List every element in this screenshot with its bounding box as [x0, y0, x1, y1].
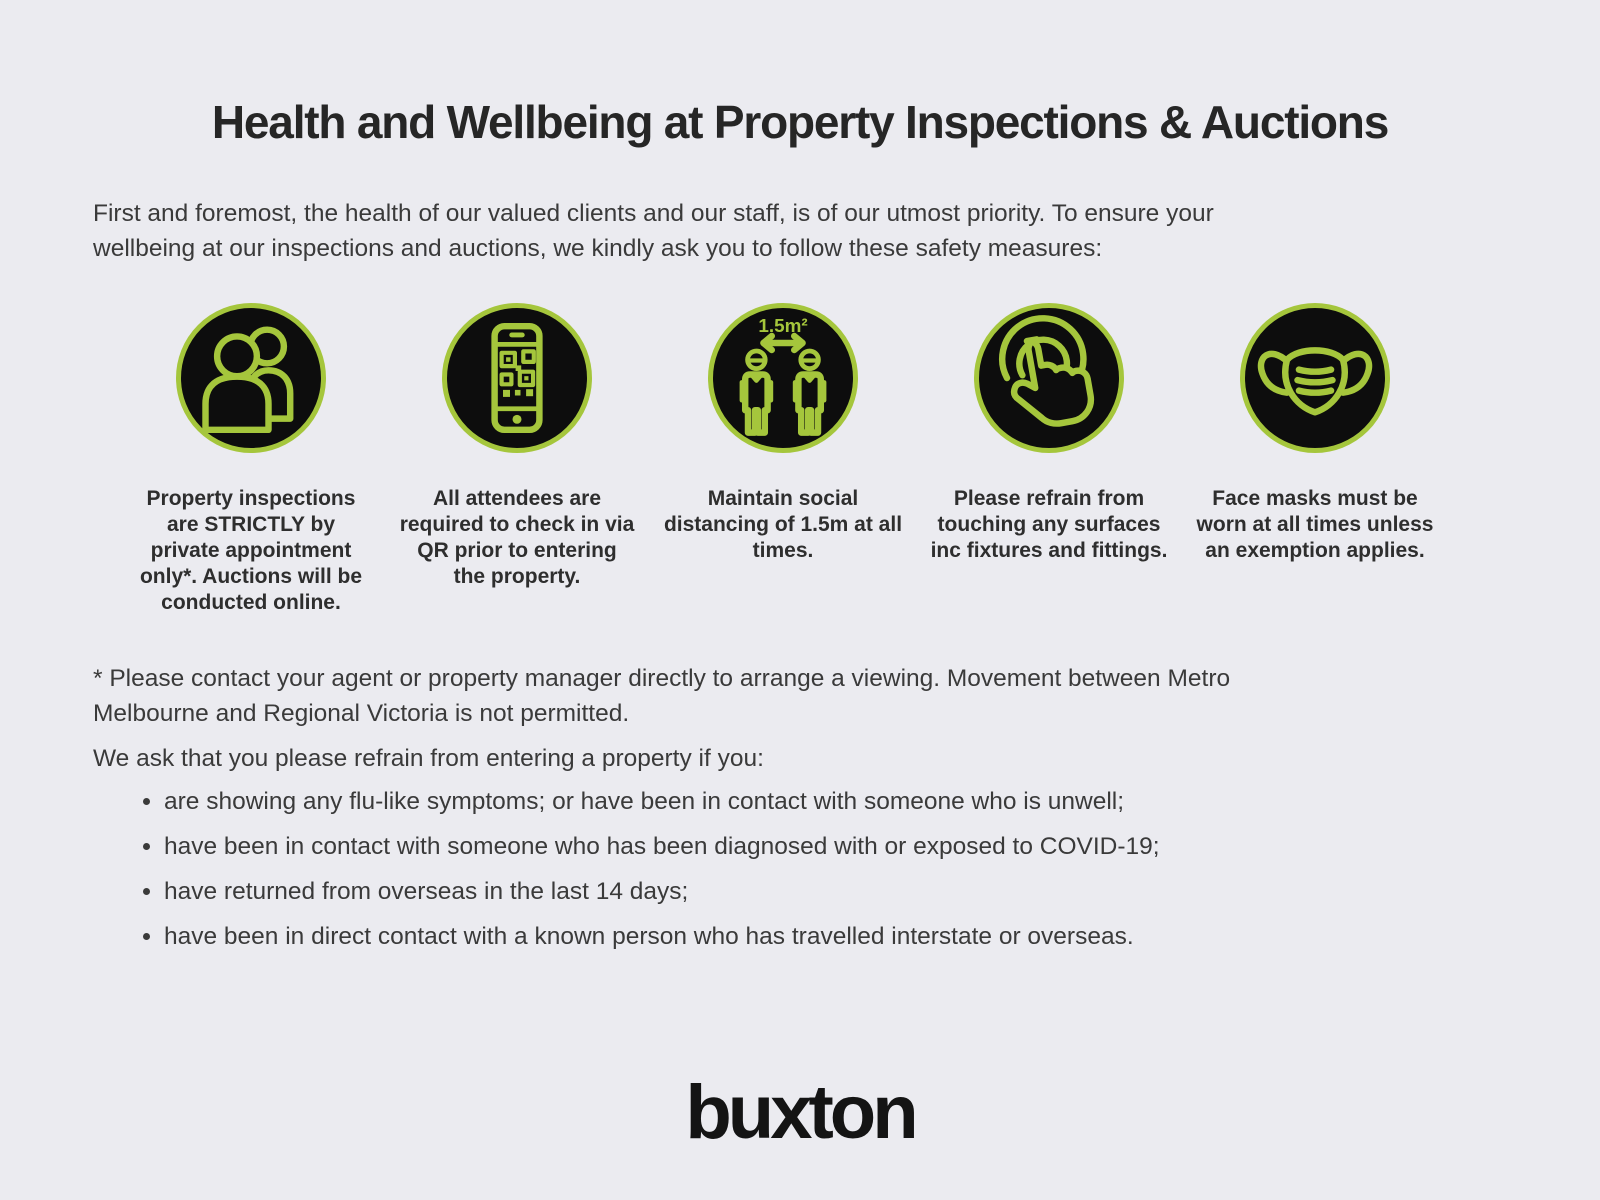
icon-badge: [1240, 303, 1390, 453]
measure-face-masks: Face masks must be worn at all times unl…: [1182, 303, 1448, 616]
people-icon: [202, 326, 294, 434]
icon-badge: 1.5m²: [708, 303, 858, 453]
measure-caption: Face masks must be worn at all times unl…: [1196, 487, 1434, 562]
list-item: have returned from overseas in the last …: [164, 878, 1600, 905]
measure-caption: All attendees are required to check in v…: [399, 487, 635, 588]
measure-no-touching: Please refrain from touching any surface…: [916, 303, 1182, 616]
buxton-logo: buxton: [685, 1070, 918, 1155]
refrain-list: are showing any flu-like symptoms; or ha…: [0, 788, 1600, 950]
measure-qr-check-in: All attendees are required to check in v…: [384, 303, 650, 616]
social-distancing-icon: 1.5m²: [739, 316, 853, 448]
refrain-intro: We ask that you please refrain from ente…: [93, 745, 764, 772]
intro-paragraph: First and foremost, the health of our va…: [93, 200, 1214, 262]
safety-measures-row: Property inspections are STRICTLY by pri…: [118, 303, 1448, 616]
distance-label: 1.5m²: [758, 316, 807, 337]
face-mask-icon: [1257, 347, 1373, 416]
page-title: Health and Wellbeing at Property Inspect…: [211, 96, 1389, 148]
list-item: have been in contact with someone who ha…: [164, 833, 1600, 860]
icon-badge: [176, 303, 326, 453]
touch-surfaces-icon: [999, 315, 1095, 427]
measure-caption: Please refrain from touching any surface…: [930, 487, 1168, 562]
footnote: * Please contact your agent or property …: [93, 665, 1231, 727]
measure-social-distancing: 1.5m² Maintain social distancing o: [650, 303, 916, 616]
measure-private-appointment: Property inspections are STRICTLY by pri…: [118, 303, 384, 616]
measure-caption: Property inspections are STRICTLY by pri…: [139, 487, 363, 614]
icon-badge: [442, 303, 592, 453]
qr-check-in-icon: [491, 322, 543, 434]
list-item: have been in direct contact with a known…: [164, 923, 1600, 950]
icon-badge: [974, 303, 1124, 453]
list-item: are showing any flu-like symptoms; or ha…: [164, 788, 1600, 815]
measure-caption: Maintain social distancing of 1.5m at al…: [663, 487, 903, 562]
